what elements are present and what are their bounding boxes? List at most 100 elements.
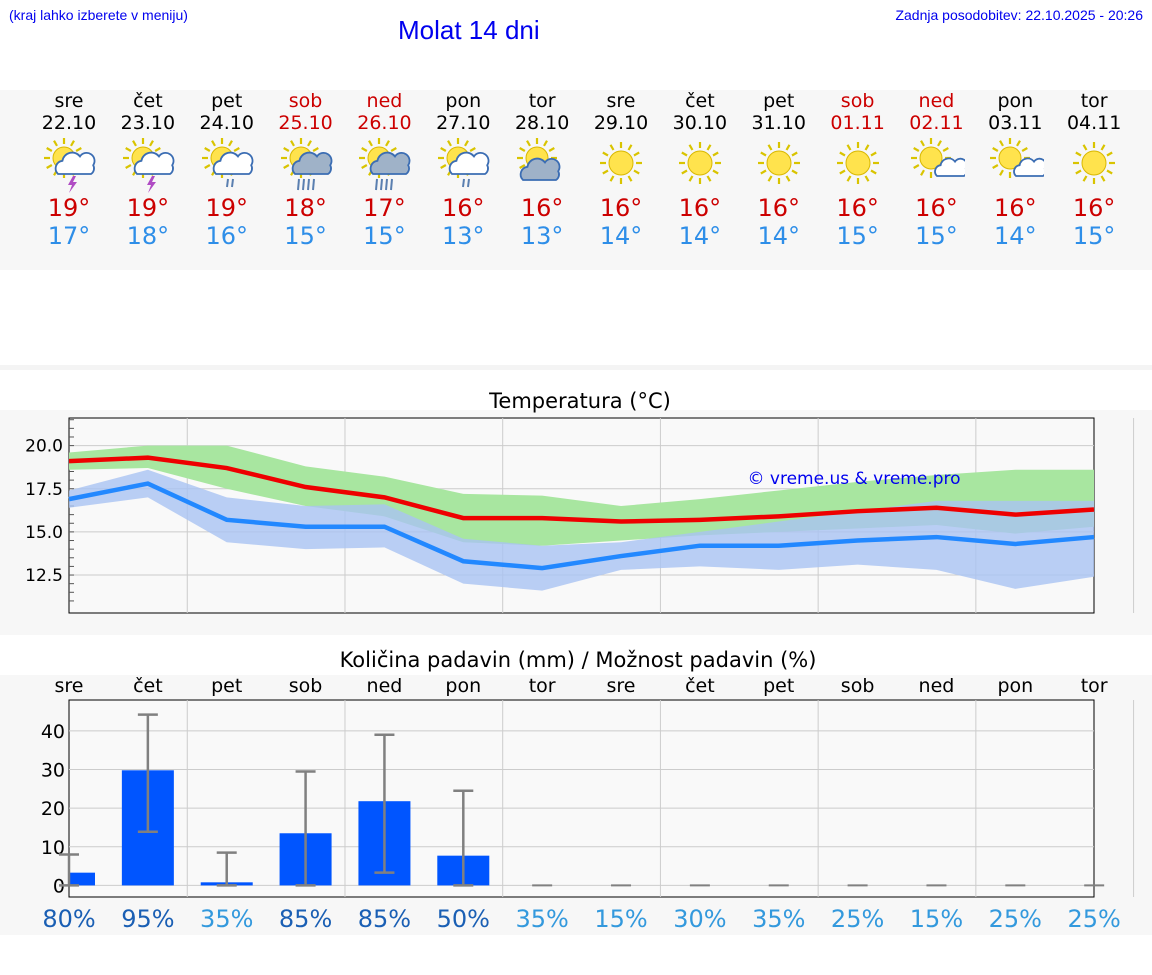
min-temp: 13°	[520, 222, 564, 250]
y-tick-label: 12.5	[25, 566, 63, 586]
min-temp: 15°	[836, 222, 879, 250]
sun-small-cloud-icon	[990, 138, 1045, 178]
min-temp: 14°	[757, 222, 800, 250]
max-temp: 16°	[757, 194, 800, 222]
max-temp: 16°	[678, 194, 722, 222]
sun-cloud-thunder-icon	[44, 138, 96, 193]
max-temp: 16°	[442, 194, 485, 222]
max-temp: 16°	[994, 194, 1037, 222]
precip-chance: 25%	[989, 905, 1042, 933]
min-temp: 14°	[994, 222, 1037, 250]
location-hint: (kraj lahko izberete v meniju)	[9, 7, 188, 23]
day-date: 24.10	[199, 112, 254, 134]
day-label: sob	[289, 675, 323, 697]
precip-chance: 85%	[279, 905, 332, 933]
y-tick-label: 30	[41, 760, 65, 782]
day-label: ned	[919, 675, 955, 697]
day-date: 04.11	[1066, 112, 1122, 134]
plot-area	[68, 699, 1095, 898]
sun-small-cloud-icon	[911, 138, 966, 178]
day-name: pon	[445, 90, 482, 112]
y-tick-label: 0	[53, 875, 65, 897]
max-temp: 19°	[205, 194, 248, 222]
temperature-line	[68, 455, 1095, 524]
day-forecast: pet 31.10 16° 14°	[740, 90, 818, 250]
precip-chance: 85%	[358, 905, 411, 933]
sun-cloud-rain-icon	[201, 138, 254, 188]
day-forecast: pon 27.10 16° 13°	[424, 90, 502, 250]
min-temp: 16°	[205, 222, 248, 250]
max-temp: 19°	[126, 194, 170, 222]
day-name: pon	[997, 90, 1034, 112]
day-date: 01.11	[830, 112, 885, 134]
forecast-strip: sre 22.10 19° 17° čet 23.10 19° 18° pet 24.10 19° 1…	[0, 90, 1152, 270]
day-forecast: sob 25.10 18° 15°	[267, 90, 345, 250]
sun-cloud-heavy-rain-icon	[280, 138, 333, 191]
min-temp: 15°	[284, 222, 327, 250]
temperature-line	[68, 481, 1095, 571]
max-temp: 16°	[599, 194, 643, 222]
precipitation-bar	[69, 872, 95, 886]
day-date: 28.10	[514, 112, 570, 134]
precip-chance: 35%	[200, 905, 253, 933]
day-forecast: ned 02.11 16° 15°	[897, 90, 975, 250]
day-date: 29.10	[593, 112, 649, 134]
sun-icon	[836, 142, 879, 184]
sun-cloud-rain-icon	[438, 138, 490, 188]
day-name: sob	[288, 90, 323, 112]
day-forecast: sre 22.10 19° 17°	[30, 90, 108, 250]
day-label: sre	[607, 675, 636, 697]
sun-icon	[757, 142, 800, 184]
min-temp: 15°	[1072, 222, 1116, 250]
precip-chance: 50%	[437, 905, 490, 933]
day-label: pon	[997, 675, 1033, 697]
max-temp: 18°	[284, 194, 327, 222]
day-label: pet	[763, 675, 794, 697]
divider	[0, 365, 1152, 370]
y-tick-label: 10	[41, 837, 65, 859]
day-date: 23.10	[120, 112, 176, 134]
sun-icon	[1073, 142, 1116, 184]
page-title: Molat 14 dni	[398, 15, 540, 45]
day-name: pet	[211, 90, 243, 112]
sun-icon	[678, 142, 721, 184]
temperature-chart-title: Temperatura (°C)	[488, 389, 671, 413]
precipitation-chart-title: Količina padavin (mm) / Možnost padavin …	[340, 648, 817, 672]
y-tick-label: 20.0	[25, 437, 63, 457]
temperature-chart: Temperatura (°C) 20.0 17.5 15.0 12.5 © vreme.…	[25, 389, 1135, 614]
precip-chance: 25%	[831, 905, 884, 933]
day-forecast: tor 04.11 16° 15°	[1055, 90, 1133, 250]
day-label: tor	[1081, 675, 1108, 697]
max-temp: 16°	[520, 194, 564, 222]
day-date: 22.10	[41, 112, 97, 134]
max-temp: 16°	[836, 194, 879, 222]
max-temp: 19°	[47, 194, 91, 222]
day-date: 02.11	[909, 112, 964, 134]
day-name: sre	[606, 90, 636, 112]
day-label: pet	[211, 675, 242, 697]
day-date: 26.10	[357, 112, 412, 134]
y-tick-label: 40	[41, 721, 65, 743]
day-forecast: sre 29.10 16° 14°	[582, 90, 660, 250]
sun-cloud-thunder-icon	[122, 138, 175, 193]
sun-cloud-heavy-rain-icon	[359, 138, 411, 191]
sun-cloud-icon	[517, 138, 561, 181]
day-name: tor	[528, 90, 556, 112]
min-temp: 18°	[126, 222, 170, 250]
min-temp: 17°	[47, 222, 91, 250]
max-temp: 16°	[915, 194, 958, 222]
day-forecast: ned 26.10 17° 15°	[345, 90, 423, 250]
max-temp: 16°	[1072, 194, 1116, 222]
day-label: tor	[529, 675, 556, 697]
y-tick-label: 15.0	[25, 523, 63, 543]
day-date: 30.10	[672, 112, 728, 134]
min-temp: 14°	[599, 222, 643, 250]
day-label: čet	[685, 675, 715, 697]
day-name: čet	[133, 90, 163, 112]
day-date: 31.10	[751, 112, 806, 134]
day-forecast: sob 01.11 16° 15°	[819, 90, 897, 250]
day-forecast: tor 28.10 16° 13°	[503, 90, 581, 250]
min-temp: 15°	[915, 222, 958, 250]
day-name: ned	[918, 90, 955, 112]
last-updated: Zadnja posodobitev: 22.10.2025 - 20:26	[895, 7, 1143, 23]
